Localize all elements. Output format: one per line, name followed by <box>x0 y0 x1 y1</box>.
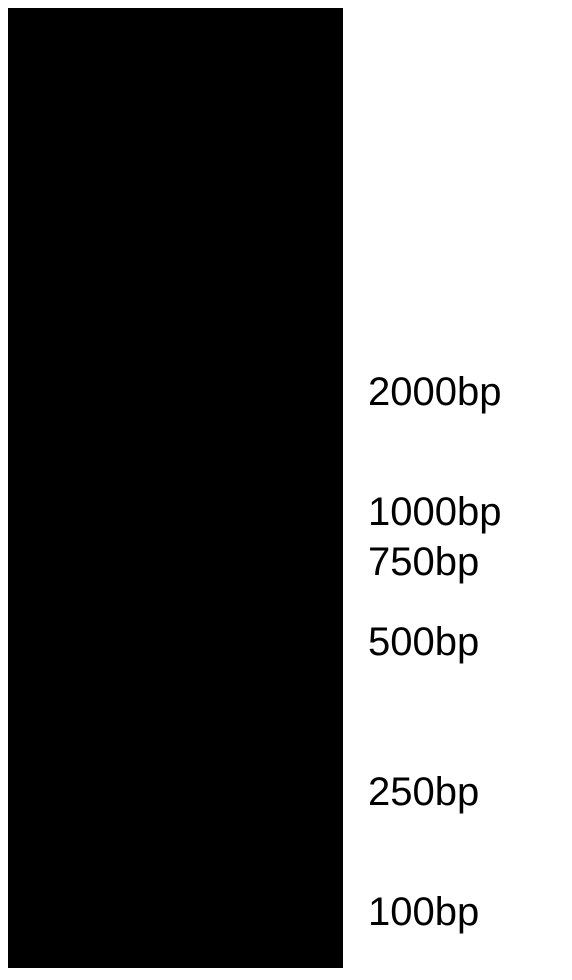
ladder-label-100bp: 100bp <box>368 890 479 935</box>
gel-lane-image <box>8 8 343 968</box>
ladder-label-750bp: 750bp <box>368 540 479 585</box>
ladder-label-500bp: 500bp <box>368 620 479 665</box>
ladder-label-1000bp: 1000bp <box>368 490 501 535</box>
gel-figure: 2000bp 1000bp 750bp 500bp 250bp 100bp <box>0 0 572 980</box>
ladder-label-2000bp: 2000bp <box>368 370 501 415</box>
ladder-label-250bp: 250bp <box>368 770 479 815</box>
